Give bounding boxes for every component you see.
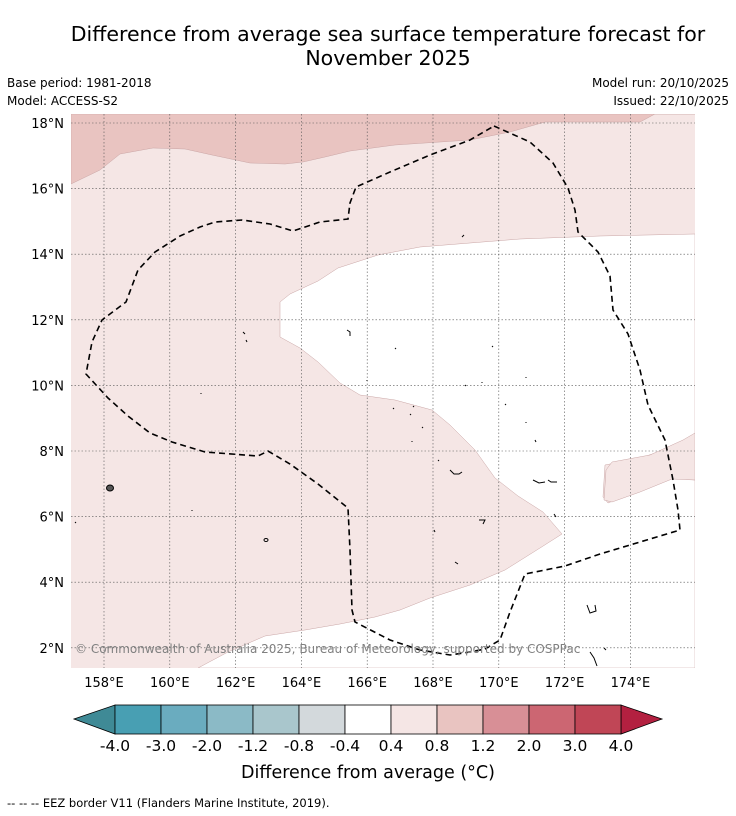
anomaly-region-0.8-1.2 xyxy=(71,114,695,185)
colorbar-cell xyxy=(390,704,438,735)
islands xyxy=(74,234,607,667)
colorbar-cell xyxy=(160,704,208,735)
lon-label: 166°E xyxy=(347,676,387,691)
graticule xyxy=(71,114,695,668)
colorbar-cell xyxy=(482,704,530,735)
lon-label: 160°E xyxy=(150,676,190,691)
lon-label: 164°E xyxy=(282,676,322,691)
base-period: Base period: 1981-2018 xyxy=(7,76,152,90)
anomaly-patch-east xyxy=(603,432,695,503)
colorbar-cell xyxy=(252,704,300,735)
lat-label: 12°N xyxy=(31,314,64,329)
lat-label: 16°N xyxy=(31,183,64,198)
lat-label: 14°N xyxy=(31,248,64,263)
model-name: Model: ACCESS-S2 xyxy=(7,94,119,108)
lat-label: 10°N xyxy=(31,379,64,394)
issued-date: Issued: 22/10/2025 xyxy=(613,94,729,108)
colorbar-cell xyxy=(574,704,622,735)
lon-label: 158°E xyxy=(84,676,124,691)
map-title: Difference from average sea surface temp… xyxy=(40,22,736,70)
colorbar-label: -0.8 xyxy=(284,737,314,755)
lon-label: 174°E xyxy=(611,676,651,691)
title-line-2: November 2025 xyxy=(305,46,471,70)
colorbar-over-arrow xyxy=(620,704,664,735)
colorbar-title: Difference from average (°C) xyxy=(241,763,495,783)
lat-label: 2°N xyxy=(40,642,65,657)
colorbar-label: 0.8 xyxy=(425,737,450,755)
colorbar-label: -3.0 xyxy=(146,737,176,755)
colorbar-cell xyxy=(114,704,162,735)
lon-label: 162°E xyxy=(216,676,256,691)
meta-right: Model run: 20/10/2025 Issued: 22/10/2025 xyxy=(592,74,729,110)
lon-label: 168°E xyxy=(413,676,453,691)
colorbar-cell xyxy=(298,704,346,735)
colorbar-cell xyxy=(436,704,484,735)
title-line-1: Difference from average sea surface temp… xyxy=(70,22,706,46)
eez-border xyxy=(85,125,681,656)
colorbar-label: 0.4 xyxy=(379,737,404,755)
colorbar-label: 4.0 xyxy=(609,737,634,755)
copyright-text: © Commonwealth of Australia 2025, Bureau… xyxy=(75,642,580,656)
lat-label: 8°N xyxy=(40,445,65,460)
lon-label: 172°E xyxy=(545,676,585,691)
colorbar-cell xyxy=(528,704,576,735)
map-plot-area: © Commonwealth of Australia 2025, Bureau… xyxy=(71,114,695,668)
lat-label: 4°N xyxy=(40,576,65,591)
lon-label: 170°E xyxy=(479,676,519,691)
colorbar-label: -1.2 xyxy=(238,737,268,755)
colorbar-under-arrow xyxy=(72,704,116,735)
model-run: Model run: 20/10/2025 xyxy=(591,76,729,90)
meta-left: Base period: 1981-2018 Model: ACCESS-S2 xyxy=(7,74,152,110)
latitude-labels: 18°N 16°N 14°N 12°N 10°N 8°N 6°N 4°N 2°N xyxy=(31,117,64,657)
colorbar-cell xyxy=(206,704,254,735)
colorbar-label: -0.4 xyxy=(330,737,360,755)
colorbar-label: 3.0 xyxy=(563,737,588,755)
eez-legend-note: -- -- -- EEZ border V11 (Flanders Marine… xyxy=(7,796,330,810)
colorbar-label: 1.2 xyxy=(471,737,496,755)
colorbar-label: 2.0 xyxy=(517,737,542,755)
colorbar: -4.0 -3.0 -2.0 -1.2 -0.8 -0.4 0.4 0.8 1.2 2.0 3.0 4… xyxy=(72,704,664,755)
colorbar-label: -4.0 xyxy=(100,737,130,755)
longitude-labels: 158°E 160°E 162°E 164°E 166°E 168°E 170°E 172°E… xyxy=(84,676,650,691)
colorbar-label: -2.0 xyxy=(192,737,222,755)
lat-label: 18°N xyxy=(31,117,64,132)
colorbar-cell xyxy=(344,704,392,735)
lat-label: 6°N xyxy=(40,511,65,526)
